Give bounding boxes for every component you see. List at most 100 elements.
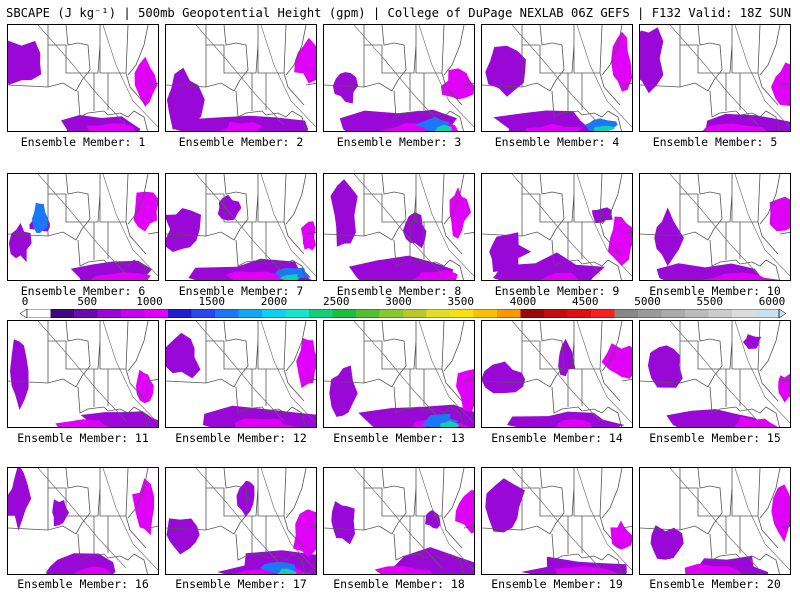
ensemble-member-label: Ensemble Member: 10 — [649, 284, 781, 298]
geopotential-height-contour — [37, 25, 158, 128]
geopotential-height-contour — [511, 174, 632, 277]
ensemble-member-label: Ensemble Member: 7 — [178, 284, 304, 298]
ensemble-member-map-12 — [165, 320, 317, 428]
state-borders — [640, 321, 790, 427]
cape-map-canvas — [166, 468, 316, 574]
cape-region-west — [330, 179, 358, 247]
ensemble-member-map-4 — [481, 24, 633, 132]
state-borders — [324, 468, 474, 574]
cape-region-east — [769, 196, 790, 232]
colorbar-segment — [356, 309, 380, 318]
colorbar-segment — [638, 309, 662, 318]
cape-map-canvas — [482, 321, 632, 427]
ensemble-member-label: Ensemble Member: 17 — [175, 577, 307, 591]
geopotential-height-contour — [37, 174, 158, 277]
colorbar-segment — [168, 309, 192, 318]
cape-region-gulf-core — [525, 123, 584, 131]
state-borders — [640, 174, 790, 280]
colorbar-tick-label: 3000 — [385, 295, 412, 308]
cape-region-west — [331, 501, 355, 545]
cape-region-east — [296, 337, 316, 389]
cape-region-extreme — [439, 420, 459, 427]
cape-region-east — [778, 373, 790, 403]
cape-map-canvas — [640, 25, 790, 131]
cape-region-west — [166, 67, 205, 130]
colorbar-segment — [144, 309, 169, 318]
cape-region-interior — [402, 212, 427, 249]
cape-region-west — [650, 525, 684, 560]
colorbar-segment — [544, 309, 568, 318]
ensemble-member-label: Ensemble Member: 15 — [649, 431, 781, 445]
state-borders — [324, 174, 474, 280]
state-borders — [324, 321, 474, 427]
geopotential-height-contour — [353, 468, 474, 571]
ensemble-member-label: Ensemble Member: 6 — [20, 284, 146, 298]
cape-region-interior — [742, 334, 762, 349]
state-borders — [166, 25, 316, 131]
ensemble-member-label: Ensemble Member: 16 — [17, 577, 149, 591]
cape-region-gulf-core — [86, 123, 135, 131]
ensemble-member-label: Ensemble Member: 20 — [649, 577, 781, 591]
cape-region-gulf-core — [734, 416, 779, 427]
colorbar-segment — [379, 309, 404, 318]
geopotential-height-contour — [195, 25, 316, 128]
colorbar-tick-label: 3500 — [447, 295, 475, 308]
colorbar-segment — [450, 309, 474, 318]
colorbar-segment — [591, 309, 615, 318]
ensemble-member-label: Ensemble Member: 11 — [17, 431, 149, 445]
cape-region-west — [8, 223, 32, 263]
geopotential-height-contour — [353, 25, 474, 128]
ensemble-member-map-19 — [481, 467, 633, 575]
cape-region-east — [133, 191, 158, 232]
ensemble-member-map-18 — [323, 467, 475, 575]
colorbar-tick-label: 500 — [77, 295, 98, 308]
cape-region-interior — [591, 207, 613, 224]
geopotential-height-contour — [353, 321, 474, 424]
colorbar-tick-label: 4500 — [572, 295, 599, 308]
geopotential-height-contour — [37, 321, 158, 424]
geopotential-height-contour — [511, 25, 632, 128]
cape-region-gulf-core — [55, 419, 111, 427]
colorbar-max-arrow — [778, 309, 786, 318]
cape-map-canvas — [166, 174, 316, 280]
colorbar-tick-label: 1500 — [198, 295, 226, 308]
ensemble-member-map-16 — [7, 467, 159, 575]
ensemble-member-map-11 — [7, 320, 159, 428]
cape-map-canvas — [640, 174, 790, 280]
colorbar-segment — [732, 309, 756, 318]
state-borders — [482, 321, 632, 427]
ensemble-member-label: Ensemble Member: 13 — [333, 431, 465, 445]
state-borders — [640, 468, 790, 574]
colorbar-segment — [238, 309, 263, 318]
geopotential-height-contour — [37, 468, 158, 571]
colorbar-segment — [567, 309, 592, 318]
colorbar-tick-label: 0 — [21, 295, 29, 308]
cape-region-east — [611, 31, 632, 92]
cape-region-east — [132, 478, 155, 536]
colorbar-segment — [50, 309, 75, 318]
state-borders — [324, 25, 474, 131]
cape-map-canvas — [482, 468, 632, 574]
cape-region-east — [607, 216, 632, 266]
colorbar-segment — [426, 309, 451, 318]
state-borders — [640, 25, 790, 131]
cape-region-west — [654, 207, 684, 267]
cape-region-west — [489, 232, 532, 272]
ensemble-member-label: Ensemble Member: 5 — [652, 135, 778, 149]
colorbar-tick-label: 2000 — [260, 295, 288, 308]
state-borders — [166, 321, 316, 427]
cape-map-canvas — [8, 321, 158, 427]
cape-region-east — [771, 62, 790, 106]
colorbar-tick-label: 2500 — [323, 295, 350, 308]
colorbar-tick-label: 4000 — [509, 295, 537, 308]
cape-map-canvas — [166, 321, 316, 427]
colorbar-segment — [191, 309, 216, 318]
cape-region-east — [134, 56, 158, 107]
ensemble-member-map-14 — [481, 320, 633, 428]
ensemble-member-map-10 — [639, 173, 791, 281]
colorbar-tick-label: 6000 — [758, 295, 786, 308]
colorbar-tick-label: 5000 — [634, 295, 661, 308]
cape-region-west — [647, 345, 683, 388]
state-borders — [482, 25, 632, 131]
state-borders — [8, 468, 158, 574]
